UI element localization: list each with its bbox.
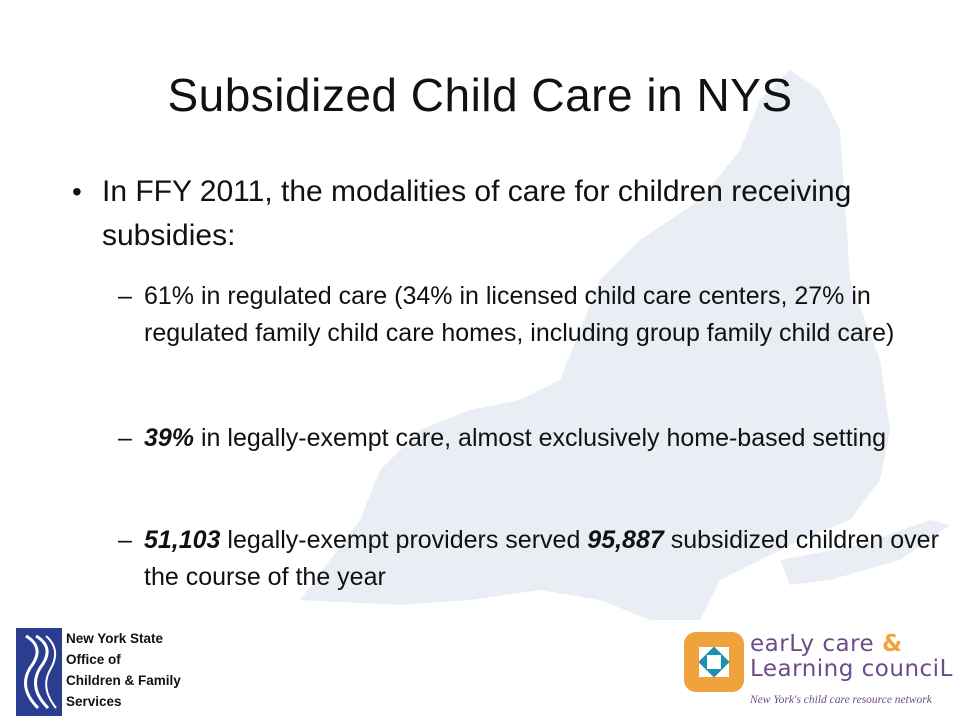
sub-bullet-text: 61% in regulated care (34% in licensed c… (144, 282, 895, 347)
bullet-dash: – (118, 424, 132, 452)
exempt-text: in legally-exempt care, almost exclusive… (194, 424, 887, 452)
providers-text: legally-exempt providers served (220, 526, 588, 554)
sub-bullet-providers: – 51,103 legally-exempt providers served… (118, 522, 948, 596)
sub-bullet-text: 51,103 legally-exempt providers served 9… (144, 522, 948, 596)
children-text: subsidized children over the course of t… (144, 526, 939, 591)
main-bullet-text: In FFY 2011, the modalities of care for … (102, 175, 852, 252)
eclc-logo: earLy care & Learning counciL New York's… (684, 630, 954, 716)
eclc-word1: earLy care (750, 631, 875, 657)
exempt-percent: 39% (144, 424, 195, 452)
ocfs-line: New York State (66, 631, 164, 646)
bullet-dot: • (72, 176, 82, 207)
eclc-amp: & (881, 631, 903, 657)
ocfs-emblem-icon (16, 628, 62, 716)
sub-bullet-text: 39% in legally-exempt care, almost exclu… (144, 420, 948, 457)
ocfs-line: Services (66, 694, 122, 709)
sub-bullet-exempt: – 39% in legally-exempt care, almost exc… (118, 420, 948, 457)
ocfs-line: Office of (66, 652, 121, 667)
main-bullet: • In FFY 2011, the modalities of care fo… (72, 170, 932, 258)
eclc-tagline: New York's child care resource network (750, 694, 932, 706)
bullet-dash: – (118, 282, 132, 310)
ocfs-name: New York State Office of Children & Fami… (66, 628, 181, 712)
eclc-word2: Learning counciL (750, 656, 953, 682)
bullet-dash: – (118, 526, 132, 554)
slide-title: Subsidized Child Care in NYS (167, 69, 793, 121)
ocfs-line: Children & Family (66, 673, 181, 688)
providers-count: 51,103 (144, 526, 221, 554)
eclc-name: earLy care & Learning counciL (750, 632, 953, 682)
children-count: 95,887 (587, 526, 664, 554)
ocfs-logo: New York State Office of Children & Fami… (16, 628, 216, 716)
sub-bullet-regulated: – 61% in regulated care (34% in licensed… (118, 278, 948, 352)
eclc-square-icon (684, 632, 744, 692)
